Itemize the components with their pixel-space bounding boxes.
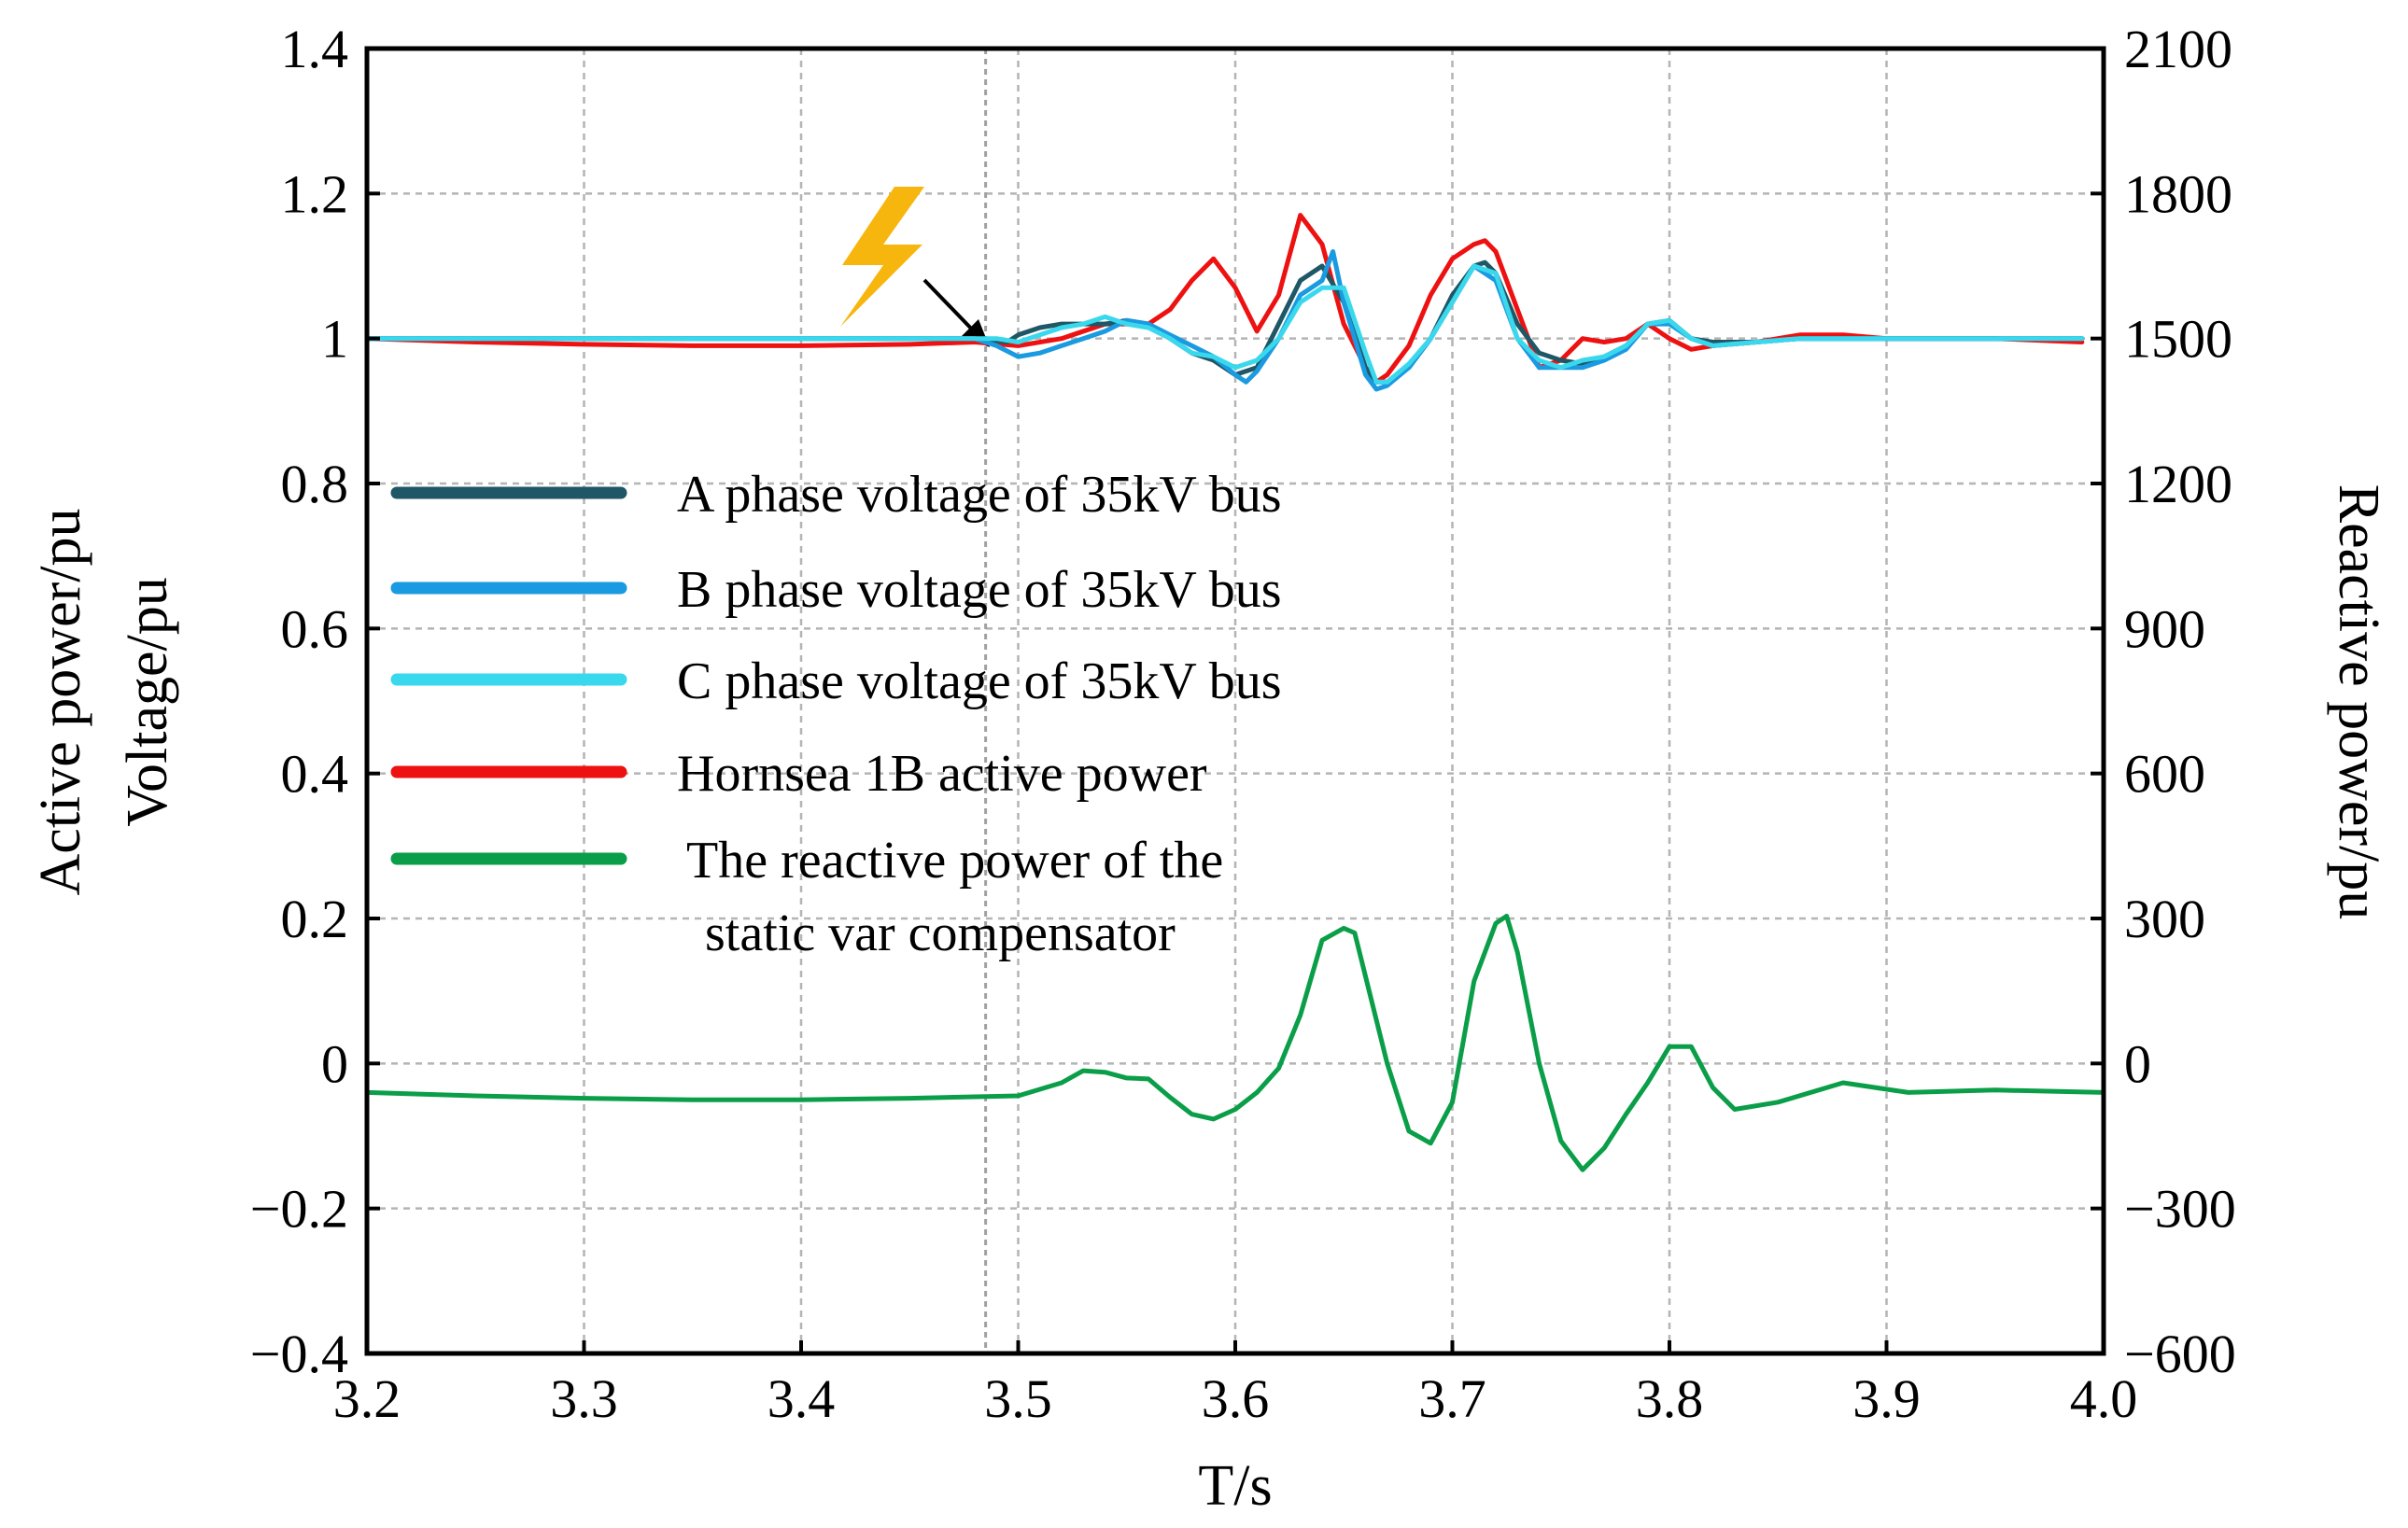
legend-label-1: A phase voltage of 35kV bus bbox=[677, 466, 1282, 524]
y-right-tick-label: 600 bbox=[2124, 744, 2205, 805]
y-left-tick-label: −0.4 bbox=[250, 1324, 348, 1384]
x-tick-label: 3.5 bbox=[984, 1368, 1052, 1429]
legend-label-4: Hornsea 1B active power bbox=[677, 745, 1207, 803]
x-tick-label: 3.6 bbox=[1202, 1368, 1270, 1429]
y-left-tick-label: 0 bbox=[321, 1033, 348, 1094]
legend-label-2: B phase voltage of 35kV bus bbox=[677, 561, 1282, 619]
y-right-tick-label: 300 bbox=[2124, 889, 2205, 949]
axis-titles: T/s Active power/pu Voltage/pu Reactive … bbox=[29, 484, 2390, 1518]
x-tick-label: 3.3 bbox=[550, 1368, 618, 1429]
x-tick-label: 3.9 bbox=[1852, 1368, 1921, 1429]
y-right-tick-label: 2100 bbox=[2124, 19, 2232, 79]
x-tick-label: 3.7 bbox=[1418, 1368, 1486, 1429]
y-right-tick-label: −300 bbox=[2124, 1179, 2236, 1240]
y-left-axis-title-active-power: Active power/pu bbox=[29, 509, 92, 896]
y-right-tick-label: 0 bbox=[2124, 1033, 2151, 1094]
fault-arrow bbox=[922, 278, 979, 336]
legend-label-5: The reactive power of the static var comp… bbox=[686, 832, 1223, 962]
x-tick-label: 4.0 bbox=[2070, 1368, 2138, 1429]
y-left-tick-label: 0.4 bbox=[281, 744, 349, 805]
y-left-tick-label: 0.2 bbox=[281, 889, 349, 949]
lightning-bolt-icon bbox=[840, 187, 924, 327]
y-left-tick-label: 0.6 bbox=[281, 598, 349, 659]
y-right-tick-label: 1500 bbox=[2124, 309, 2232, 370]
y-right-tick-label: 1800 bbox=[2124, 163, 2232, 224]
y-left-axis-title-voltage: Voltage/pu bbox=[116, 577, 179, 827]
series-line-3 bbox=[364, 263, 2085, 385]
y-right-tick-label: 1200 bbox=[2124, 454, 2232, 514]
y-left-tick-label: 0.8 bbox=[281, 454, 349, 514]
y-right-axis-title: Reactive power/pu bbox=[2327, 484, 2390, 920]
y-left-tick-label: 1.4 bbox=[281, 19, 349, 79]
y-left-tick-label: 1 bbox=[321, 309, 348, 370]
y-right-tick-label: 900 bbox=[2124, 598, 2205, 659]
series bbox=[364, 213, 2106, 1172]
y-left-tick-label: −0.2 bbox=[250, 1179, 348, 1240]
x-tick-label: 3.4 bbox=[767, 1368, 836, 1429]
legend-label-3: C phase voltage of 35kV bus bbox=[677, 652, 1282, 710]
x-tick-label: 3.2 bbox=[333, 1368, 401, 1429]
x-tick-label: 3.8 bbox=[1636, 1368, 1704, 1429]
y-left-tick-label: 1.2 bbox=[281, 163, 349, 224]
y-right-tick-label: −600 bbox=[2124, 1324, 2236, 1384]
legend: A phase voltage of 35kV bus B phase volta… bbox=[390, 466, 1282, 962]
x-axis-title: T/s bbox=[1198, 1454, 1272, 1518]
series-line-4 bbox=[364, 213, 2085, 385]
series-line-5 bbox=[364, 913, 2106, 1172]
ticks: 3.2 3.3 3.4 3.5 3.6 3.7 3.8 3.9 4.0 1.4 1.2 1 0.8 0.6… bbox=[250, 19, 2236, 1429]
